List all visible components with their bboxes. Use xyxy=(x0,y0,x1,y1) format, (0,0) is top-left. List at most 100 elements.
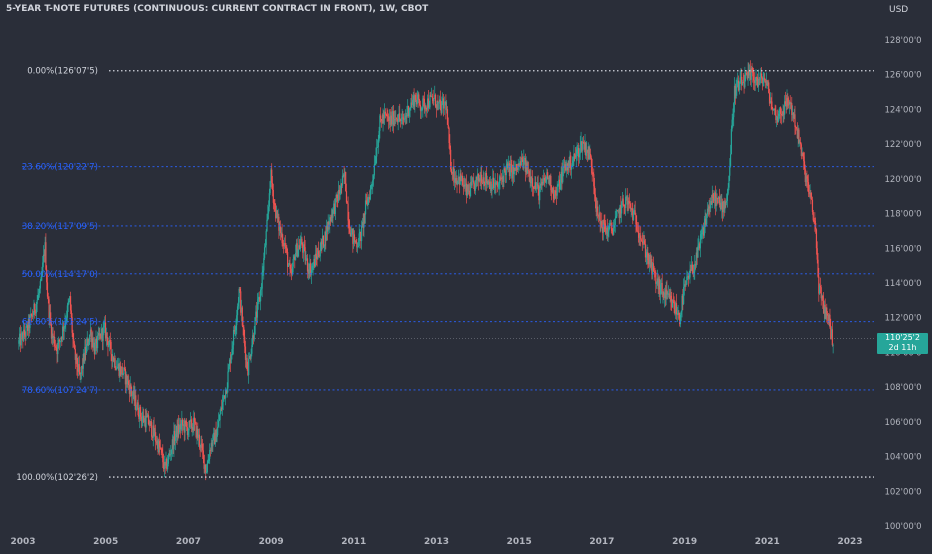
fib-level[interactable]: 50.00%(114'17'0) xyxy=(22,270,874,280)
candle xyxy=(737,75,740,92)
candle xyxy=(489,176,491,190)
candle xyxy=(252,329,254,347)
candle xyxy=(475,175,477,189)
candle xyxy=(719,195,721,212)
fibonacci-retracement[interactable]: 0.00%(126'07'5) 23.60%(120'22'7) 38.20%(11… xyxy=(16,67,874,483)
candle xyxy=(597,200,599,219)
candle xyxy=(807,174,810,198)
candle xyxy=(430,91,432,97)
candle xyxy=(240,286,242,316)
candle xyxy=(725,193,728,206)
candle xyxy=(652,262,654,280)
candle xyxy=(725,198,727,208)
candle xyxy=(559,173,561,190)
candle xyxy=(634,200,636,216)
candle xyxy=(438,101,440,110)
candle xyxy=(394,110,396,127)
candle xyxy=(350,226,352,238)
candle xyxy=(103,319,105,336)
candle xyxy=(619,204,621,224)
fib-level[interactable]: 38.20%(117'09'5) xyxy=(22,222,874,232)
candle xyxy=(359,229,361,241)
candle xyxy=(164,461,166,475)
candle xyxy=(557,183,559,187)
candle xyxy=(423,91,426,114)
candle xyxy=(730,125,732,155)
candle xyxy=(85,338,87,361)
candle xyxy=(694,254,696,280)
candle xyxy=(392,105,394,132)
candle xyxy=(23,322,26,339)
candle xyxy=(210,438,212,454)
y-tick-label: 126'00'0 xyxy=(884,71,921,81)
price-axis[interactable]: 100'00'0 102'00'0 104'00'0 106'00'0 108'00'0… xyxy=(884,36,921,532)
candle xyxy=(811,196,814,215)
candle xyxy=(220,406,222,415)
candle xyxy=(379,113,381,139)
candle xyxy=(487,179,489,185)
candle xyxy=(571,156,573,168)
candle xyxy=(341,183,343,194)
candle xyxy=(19,325,22,353)
candle xyxy=(590,155,593,175)
candle xyxy=(291,263,293,281)
candle xyxy=(298,236,300,257)
candle xyxy=(311,262,313,273)
candle xyxy=(58,338,61,351)
candle xyxy=(159,433,161,456)
fib-level[interactable]: 61.80%(111'24'5) xyxy=(22,318,874,328)
candle xyxy=(286,244,288,255)
candle xyxy=(235,318,237,339)
candle xyxy=(312,261,314,276)
candle xyxy=(500,169,502,181)
fib-level[interactable]: 0.00%(126'07'5) xyxy=(27,67,874,77)
candle xyxy=(668,288,670,299)
candle xyxy=(205,463,207,481)
candle xyxy=(493,178,495,194)
x-tick-label: 2009 xyxy=(259,537,284,547)
candle xyxy=(707,204,709,217)
candle xyxy=(211,439,213,452)
y-tick-label: 102'00'0 xyxy=(884,487,921,497)
candle xyxy=(586,149,589,162)
candle xyxy=(444,101,446,106)
candle xyxy=(552,185,554,203)
candle xyxy=(269,180,271,196)
candle xyxy=(472,177,474,182)
candle xyxy=(110,339,112,362)
candle xyxy=(766,79,768,87)
candle xyxy=(431,93,433,104)
fib-level[interactable]: 78.60%(107'24'7) xyxy=(22,386,874,396)
candle xyxy=(242,316,244,336)
candle xyxy=(124,366,127,394)
candle xyxy=(74,345,76,369)
candle xyxy=(606,218,608,241)
candle xyxy=(756,73,759,88)
candle xyxy=(246,355,248,371)
candle xyxy=(55,344,57,352)
candle xyxy=(100,333,102,341)
candle xyxy=(62,322,64,341)
candle xyxy=(151,418,153,440)
candle xyxy=(652,256,655,272)
y-tick-label: 114'00'0 xyxy=(884,279,921,289)
candle xyxy=(473,182,476,194)
candle xyxy=(564,159,566,173)
candle xyxy=(549,174,551,187)
candle xyxy=(476,176,478,187)
candle xyxy=(304,240,306,265)
fib-level[interactable]: 23.60%(120'22'7) xyxy=(22,163,874,173)
candle xyxy=(149,416,151,427)
candle xyxy=(81,365,83,380)
fib-level[interactable]: 100.00%(102'26'2) xyxy=(16,473,874,483)
candle xyxy=(322,228,324,250)
candle xyxy=(197,428,200,447)
time-axis[interactable]: 2003 2005 2007 2009 2011 2013 2015 2017 2019 2021… xyxy=(10,537,862,547)
currency-label[interactable]: USD xyxy=(889,5,909,15)
candle xyxy=(631,202,633,216)
candle xyxy=(287,248,289,276)
candle xyxy=(354,240,356,244)
candle xyxy=(519,156,521,171)
